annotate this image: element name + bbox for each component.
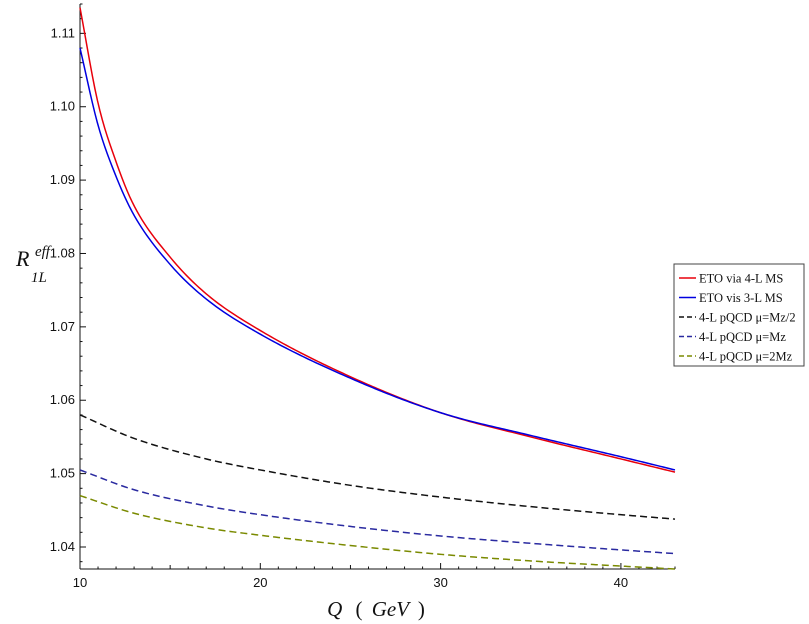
y-tick-label: 1.05 xyxy=(50,466,75,481)
x-axis-label: Q ( GeV ) xyxy=(327,597,425,621)
x-axis-label-unit: GeV xyxy=(372,597,411,621)
y-ticks: 1.04 1.05 1.06 1.07 1.08 1.09 1.10 1.11 xyxy=(50,3,86,563)
series-layer xyxy=(79,7,676,570)
axes xyxy=(79,4,675,570)
x-ticks: 10 20 30 40 xyxy=(73,563,676,590)
y-tick-label: 1.11 xyxy=(51,25,75,40)
y-axis-label-sub: 1L xyxy=(31,270,47,286)
x-axis-label-q: Q xyxy=(327,597,342,621)
y-axis-label-sup: eff xyxy=(35,244,52,260)
series-1-line xyxy=(79,7,676,473)
series-5-line xyxy=(79,494,676,570)
x-tick-label: 30 xyxy=(433,575,447,590)
x-tick-label: 40 xyxy=(614,575,628,590)
y-tick-label: 1.07 xyxy=(50,319,75,334)
x-axis-label-close: ) xyxy=(418,597,425,621)
legend-items: ETO via 4-L MS ETO vis 3-L MS 4-L pQCD μ=M… xyxy=(679,272,796,364)
y-tick-label: 1.09 xyxy=(50,172,75,187)
series-2-legend-label: ETO vis 3-L MS xyxy=(699,291,783,305)
x-tick-label: 10 xyxy=(73,575,87,590)
series-5-legend-label: 4-L pQCD μ=2Mz xyxy=(699,350,793,364)
y-tick-label: 1.06 xyxy=(50,392,75,407)
y-tick-label: 1.08 xyxy=(50,245,75,260)
legend: ETO via 4-L MS ETO vis 3-L MS 4-L pQCD μ=M… xyxy=(673,263,805,367)
series-3-legend-label: 4-L pQCD μ=Mz/2 xyxy=(699,311,796,325)
series-4-line xyxy=(79,469,676,555)
series-3-line xyxy=(79,414,676,520)
series-4-legend-label: 4-L pQCD μ=Mz xyxy=(699,330,786,344)
y-axis-label-main: R xyxy=(15,246,30,271)
x-tick-label: 20 xyxy=(253,575,267,590)
legend-box xyxy=(673,263,805,367)
y-tick-label: 1.04 xyxy=(50,539,75,554)
x-axis-label-open: ( xyxy=(355,597,362,621)
series-1-legend-label: ETO via 4-L MS xyxy=(699,272,783,286)
series-2-line xyxy=(79,47,676,471)
y-axis-label: R eff 1L xyxy=(15,236,55,286)
y-tick-label: 1.10 xyxy=(50,99,75,114)
